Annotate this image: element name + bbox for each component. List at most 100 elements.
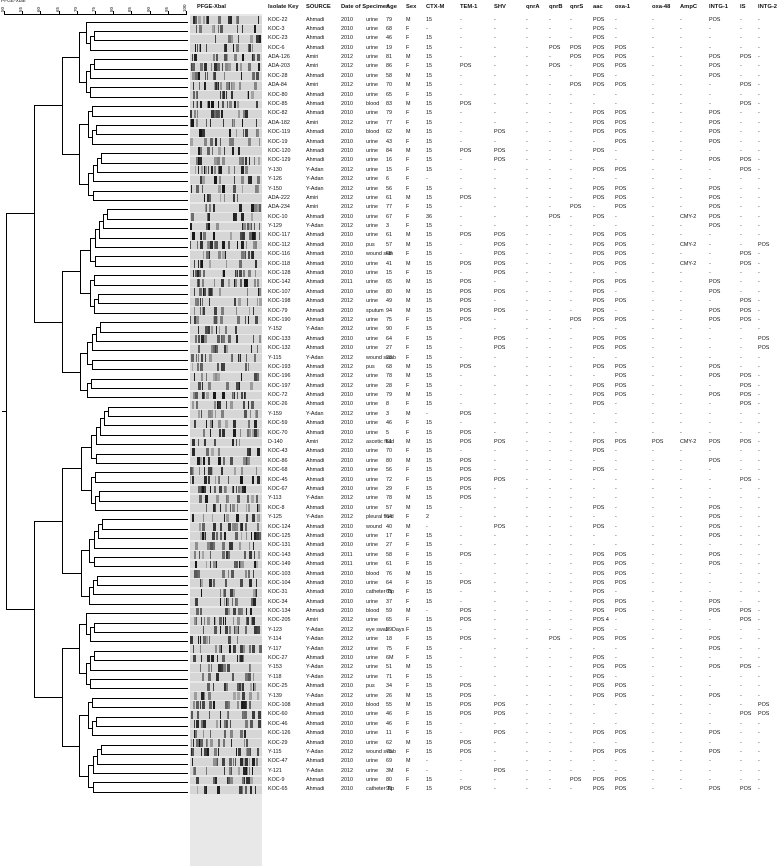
- table-cell: -: [740, 194, 742, 201]
- table-cell: -: [494, 166, 496, 173]
- table-cell: -: [460, 645, 462, 652]
- table-cell: -: [570, 279, 572, 286]
- table-cell: 80: [386, 288, 392, 295]
- table-cell: -: [460, 82, 462, 89]
- dendrogram-branch: [92, 200, 97, 202]
- table-cell: 90: [386, 326, 392, 333]
- dendrogram-branch: [80, 249, 90, 251]
- table-cell: -: [758, 307, 760, 314]
- table-cell: KOC-131: [268, 542, 291, 549]
- table-cell: POS: [593, 579, 605, 586]
- table-cell: -: [460, 354, 462, 361]
- table-cell: -: [494, 35, 496, 42]
- table-cell: -: [494, 16, 496, 23]
- gel-lane: [190, 166, 262, 175]
- table-cell: POS: [709, 223, 721, 230]
- table-cell: Ahmadi: [306, 335, 325, 342]
- table-cell: KOC-116: [268, 251, 291, 258]
- table-cell: -: [549, 260, 551, 267]
- table-cell: -: [494, 467, 496, 474]
- table-cell: POS: [460, 288, 472, 295]
- table-cell: -: [615, 354, 617, 361]
- table-cell: -: [570, 16, 572, 23]
- table-cell: Ahmadi: [306, 16, 325, 23]
- table-cell: -: [758, 486, 760, 492]
- table-cell: -: [740, 204, 742, 211]
- table-cell: -: [652, 354, 654, 361]
- scale-tick: [113, 11, 115, 15]
- table-cell: F: [406, 345, 410, 352]
- table-cell: 43: [386, 138, 392, 145]
- table-cell: -: [652, 129, 654, 136]
- dendrogram-branch: [87, 383, 92, 385]
- table-cell: urine: [366, 138, 378, 145]
- table-cell: F: [406, 354, 410, 361]
- dendrogram-branch: [103, 228, 108, 230]
- table-cell: -: [740, 626, 742, 633]
- table-cell: -: [570, 542, 572, 549]
- table-cell: -: [680, 82, 682, 89]
- gel-lane: [190, 419, 262, 428]
- table-cell: -: [740, 44, 742, 51]
- table-cell: -: [680, 457, 682, 464]
- dendrogram-branch: [96, 735, 188, 737]
- table-cell: 2010: [341, 251, 353, 258]
- table-cell: -: [758, 589, 760, 596]
- table-cell: -: [549, 758, 551, 765]
- table-cell: 2010: [341, 138, 353, 145]
- table-cell: -: [652, 35, 654, 42]
- gel-lane: [190, 16, 262, 24]
- table-cell: -: [494, 748, 496, 755]
- gel-lane: [190, 748, 262, 757]
- table-cell: -: [652, 279, 654, 286]
- table-cell: -: [740, 701, 742, 708]
- table-cell: POS: [593, 448, 605, 455]
- table-cell: -: [494, 561, 496, 568]
- dendrogram-connector: [100, 744, 102, 756]
- table-cell: -: [549, 307, 551, 314]
- table-cell: POS: [709, 288, 721, 295]
- table-cell: -: [570, 392, 572, 399]
- dendrogram-connector: [90, 435, 92, 460]
- table-cell: -: [494, 194, 496, 201]
- dendrogram-connector: [34, 520, 35, 699]
- table-cell: -: [652, 270, 654, 277]
- table-cell: -: [494, 683, 496, 690]
- dendrogram-branch: [90, 678, 95, 680]
- table-cell: -: [680, 326, 682, 333]
- table-cell: 61: [386, 232, 392, 239]
- table-cell: -: [593, 354, 595, 361]
- dendrogram-branch: [95, 350, 188, 352]
- table-cell: -: [652, 617, 654, 624]
- table-cell: -: [570, 194, 572, 201]
- table-cell: wound swab: [366, 748, 396, 755]
- table-cell: POS: [740, 401, 752, 408]
- table-cell: Y-Adan: [306, 176, 324, 183]
- dendrogram-branch: [62, 56, 80, 58]
- table-cell: -: [593, 486, 595, 492]
- dendrogram-connector: [93, 556, 95, 568]
- table-cell: -: [740, 213, 742, 220]
- table-cell: -: [570, 363, 572, 370]
- table-cell: POS: [593, 504, 605, 511]
- dendrogram-branch: [98, 660, 188, 662]
- table-cell: -: [526, 514, 528, 521]
- table-cell: -: [652, 504, 654, 511]
- dendrogram-connector: [87, 383, 89, 399]
- dendrogram: [0, 0, 190, 868]
- dendrogram-branch: [98, 31, 188, 33]
- dendrogram-branch: [101, 538, 188, 540]
- table-cell: -: [709, 777, 711, 784]
- table-cell: POS: [709, 636, 721, 643]
- table-cell: 2010: [341, 307, 353, 314]
- dendrogram-branch: [92, 735, 97, 737]
- table-cell: 2012: [341, 626, 353, 633]
- gel-lane: [190, 429, 262, 438]
- table-cell: urine: [366, 551, 378, 558]
- dendrogram-branch: [96, 200, 188, 202]
- table-cell: -: [549, 223, 551, 230]
- table-cell: F: [406, 91, 410, 98]
- table-cell: -: [570, 147, 572, 154]
- table-cell: -: [740, 523, 742, 530]
- table-cell: Y-123: [268, 626, 282, 633]
